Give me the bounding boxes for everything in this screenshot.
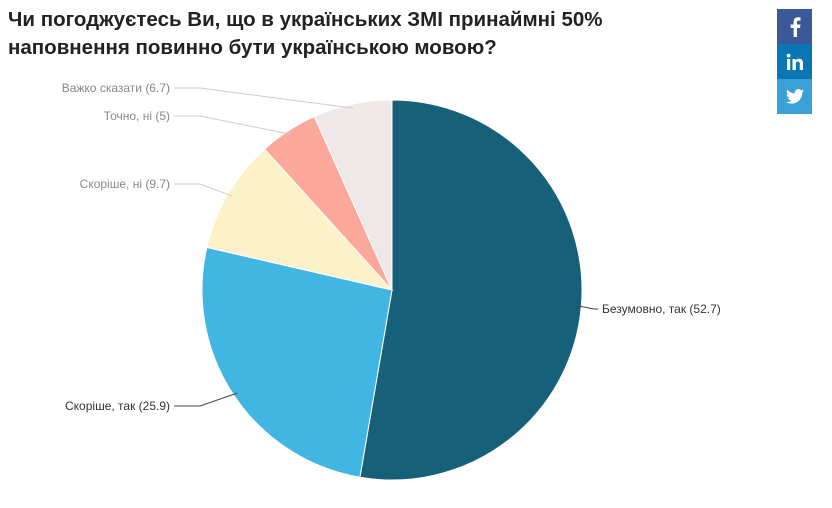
leader-line bbox=[577, 305, 598, 310]
leader-line bbox=[174, 87, 354, 109]
linkedin-share-button[interactable] bbox=[777, 44, 812, 79]
data-label: Скоріше, ні (9.7) bbox=[80, 177, 170, 191]
data-label: Скоріше, так (25.9) bbox=[65, 399, 170, 413]
data-label: Точно, ні (5) bbox=[104, 109, 170, 123]
pie-slice[interactable] bbox=[201, 246, 393, 478]
data-label: Важко сказати (6.7) bbox=[62, 81, 170, 95]
leader-line bbox=[174, 183, 232, 197]
data-label: Безумовно, так (52.7) bbox=[602, 302, 721, 316]
pie-slice[interactable] bbox=[359, 99, 583, 481]
twitter-icon bbox=[785, 89, 804, 104]
leader-line bbox=[174, 115, 291, 135]
pie-slice[interactable] bbox=[206, 148, 394, 291]
facebook-share-button[interactable] bbox=[777, 9, 812, 44]
twitter-share-button[interactable] bbox=[777, 79, 812, 114]
linkedin-icon bbox=[786, 53, 804, 71]
chart-title: Чи погоджуєтесь Ви, що в українських ЗМІ… bbox=[8, 8, 603, 59]
facebook-icon bbox=[788, 16, 802, 37]
pie-slice[interactable] bbox=[313, 99, 393, 291]
leader-line bbox=[174, 392, 238, 407]
share-bar bbox=[777, 9, 812, 114]
